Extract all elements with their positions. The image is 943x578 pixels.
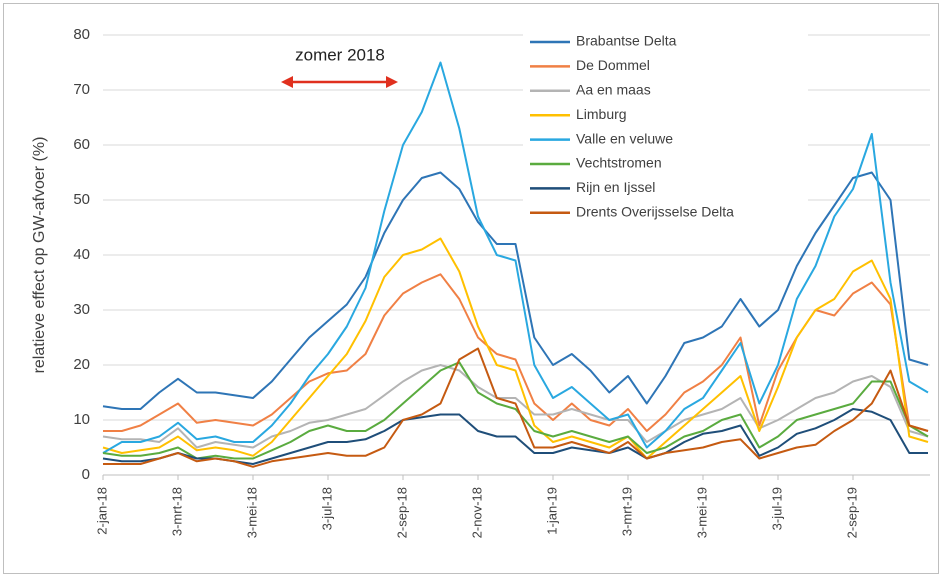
arrow-head: [281, 76, 293, 88]
x-tick-label: 2-sep-18: [394, 487, 409, 538]
y-axis-label: relatieve effect op GW-afvoer (%): [31, 137, 48, 374]
legend-box: [523, 29, 808, 225]
y-tick-label: 60: [73, 136, 90, 153]
y-tick-label: 40: [73, 246, 90, 263]
x-tick-label: 2-nov-18: [469, 487, 484, 538]
y-tick-label: 50: [73, 191, 90, 208]
legend-label: Brabantse Delta: [576, 33, 677, 49]
legend-label: Vechtstromen: [576, 155, 662, 171]
annotation: zomer 2018: [295, 45, 385, 64]
legend-label: De Dommel: [576, 57, 650, 73]
x-tick-label: 3-jul-19: [769, 487, 784, 530]
arrow-head: [386, 76, 398, 88]
x-tick-label: 3-mei-18: [244, 487, 259, 538]
x-tick-label: 3-jul-18: [319, 487, 334, 530]
legend-label: Limburg: [576, 106, 627, 122]
legend-label: Rijn en Ijssel: [576, 179, 655, 195]
legend-label: Drents Overijsselse Delta: [576, 204, 734, 220]
legend: Brabantse Delta De Dommel Aa en maas Limbur…: [523, 29, 808, 225]
y-tick-label: 30: [73, 301, 90, 318]
series-line: [102, 361, 929, 460]
legend-label: Valle en veluwe: [576, 130, 673, 146]
x-tick-label: 1-jan-19: [544, 487, 559, 535]
y-tick-label: 0: [82, 466, 90, 483]
annotation-arrow: [281, 76, 398, 88]
x-tick-label: 3-mrt-19: [619, 487, 634, 536]
series-line: [103, 273, 929, 432]
x-tick-label: 2-jan-18: [94, 487, 109, 535]
y-tick-label: 20: [73, 356, 90, 373]
series-line: [103, 347, 929, 468]
y-tick-label: 10: [73, 411, 90, 428]
y-tick-label: 80: [73, 26, 90, 43]
series-line: [102, 61, 929, 454]
x-tick-label: 3-mei-19: [694, 487, 709, 538]
x-tick-label: 2-sep-19: [844, 487, 859, 538]
x-tick-label: 3-mrt-18: [169, 487, 184, 536]
series-line: [102, 237, 929, 460]
series-line: [102, 364, 929, 449]
legend-label: Aa en maas: [576, 82, 651, 98]
y-tick-label: 70: [73, 81, 90, 98]
series-line: [102, 171, 929, 410]
